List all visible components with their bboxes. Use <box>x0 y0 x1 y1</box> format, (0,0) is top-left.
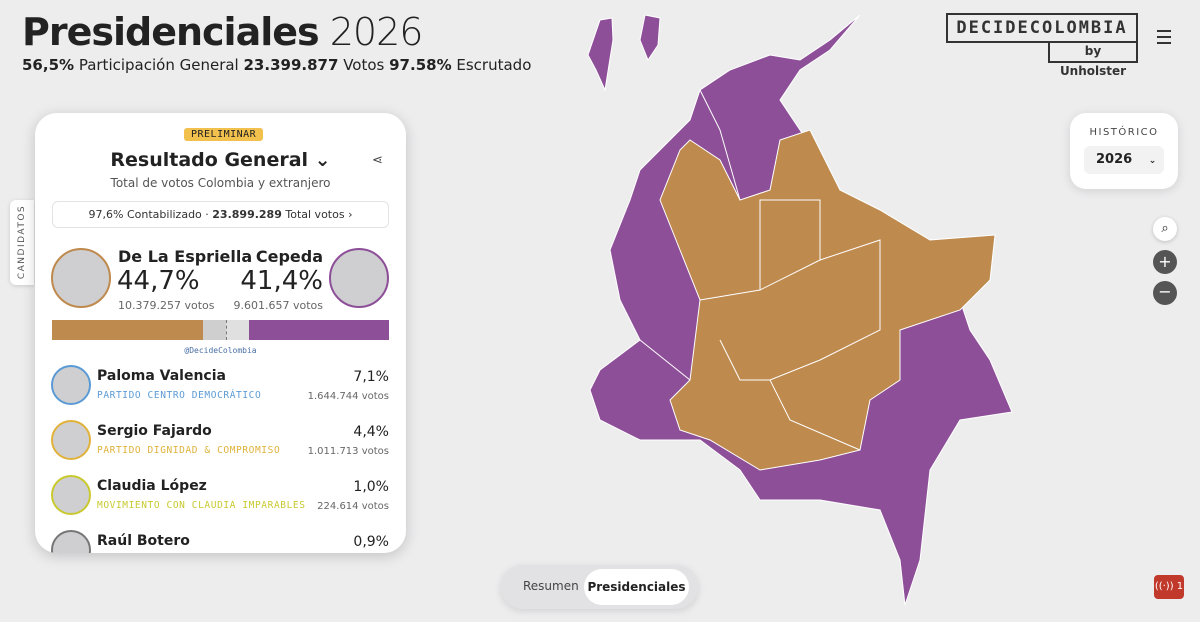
stats: 56,5% Participación General 23.399.877 V… <box>22 56 531 74</box>
bar-segment <box>52 320 203 340</box>
counted-label: Contabilizado · <box>126 208 209 221</box>
stat-value: 56,5% <box>22 56 75 74</box>
candidate-photo <box>329 248 389 308</box>
results-panel: PRELIMINAR Resultado General ⌄ ⋖ Total d… <box>35 113 406 553</box>
side-tab-label: CANDIDATOS <box>17 204 27 280</box>
leader-votes: 10.379.257 votos <box>118 299 215 312</box>
map[interactable] <box>560 0 1040 622</box>
candidate-name: Claudia López <box>97 478 207 494</box>
title: Presidenciales <box>22 10 320 54</box>
stat-value: 23.399.877 <box>243 56 339 74</box>
candidate-name: Sergio Fajardo <box>97 423 212 439</box>
bar-segment <box>249 320 389 340</box>
candidate-name: Paloma Valencia <box>97 368 226 384</box>
bar-segment <box>203 320 226 340</box>
year: 2026 <box>1096 152 1133 167</box>
tab[interactable]: Resumen <box>523 579 579 593</box>
stat-label: Votos <box>343 56 385 74</box>
badge: PRELIMINAR <box>184 128 264 141</box>
tab-bar: Resumen Presidenciales <box>501 565 698 609</box>
candidate-votes: 1.644.744 votos <box>307 391 389 402</box>
candidate-party: MOVIMIENTO CON CLAUDIA IMPARABLES <box>97 500 306 511</box>
candidate-share: 4,4% <box>353 424 389 440</box>
historic-box: HISTÓRICO 2026 ⌄ <box>1070 113 1178 189</box>
historic-label: HISTÓRICO <box>1089 127 1159 138</box>
candidate-photo <box>51 420 91 460</box>
region[interactable] <box>659 129 996 471</box>
panel-title[interactable]: Resultado General ⌄ <box>110 149 331 171</box>
result-bar <box>52 320 389 340</box>
tab-active[interactable]: Presidenciales <box>584 569 689 605</box>
live-badge[interactable]: ((·)) 1 <box>1154 575 1184 599</box>
credit: @DecideColombia <box>184 346 257 355</box>
year: 2026 <box>329 10 424 54</box>
title: Resultado General <box>110 149 309 171</box>
counted: 97,6% <box>88 208 124 221</box>
stat-label: Escrutado <box>456 56 532 74</box>
share-button[interactable]: ⋖ <box>372 153 383 168</box>
leader-name: De La Espriella <box>118 247 253 266</box>
live-count: 1 <box>1176 581 1184 592</box>
logo-by: by Unholster <box>1048 41 1138 78</box>
candidate-row: Sergio Fajardo PARTIDO DIGNIDAD & COMPROM… <box>51 420 391 470</box>
leader-votes: 9.601.657 votos <box>233 299 324 312</box>
candidate-photo <box>51 248 111 308</box>
stat-label: Participación General <box>78 56 239 74</box>
candidate-party: PARTIDO DIGNIDAD & COMPROMISO <box>97 445 281 456</box>
candidate-party: PARTIDO CENTRO DEMOCRÁTICO <box>97 390 262 401</box>
candidate-share: 1,0% <box>353 479 389 495</box>
candidate-row: Claudia López MOVIMIENTO CON CLAUDIA IMPA… <box>51 475 391 525</box>
year-select[interactable]: 2026 ⌄ <box>1084 146 1164 174</box>
region[interactable] <box>587 17 614 92</box>
total-label: Total votos <box>285 208 345 221</box>
candidate-votes: 1.011.713 votos <box>307 446 389 457</box>
leader-name: Cepeda <box>255 247 323 266</box>
side-tab[interactable]: CANDIDATOS <box>10 200 34 285</box>
candidate-photo <box>51 530 91 553</box>
logo[interactable]: DECIDECOLOMBIA <box>946 13 1138 43</box>
leader-share: 44,7% <box>117 266 200 296</box>
subtitle: Total de votos Colombia y extranjero <box>110 176 331 190</box>
leader-share: 41,4% <box>240 266 323 296</box>
candidate-votes: 224.614 votos <box>317 501 389 512</box>
candidate-photo <box>51 365 91 405</box>
candidate-share: 0,9% <box>353 534 389 550</box>
header-title: Presidenciales 2026 <box>22 10 424 54</box>
summary[interactable]: 97,6% Contabilizado · 23.899.289 Total v… <box>52 201 389 228</box>
menu-button[interactable] <box>1157 30 1171 44</box>
zoom-out[interactable]: − <box>1153 281 1177 305</box>
region[interactable] <box>639 14 661 62</box>
bar-segment <box>226 320 249 340</box>
candidate-name: Raúl Botero <box>97 533 190 549</box>
search-button[interactable]: ⌕ <box>1153 217 1177 241</box>
candidate-photo <box>51 475 91 515</box>
candidate-share: 7,1% <box>353 369 389 385</box>
total: 23.899.289 <box>212 208 282 221</box>
candidate-row: Raúl Botero 0,9% <box>51 530 391 553</box>
candidate-row: Paloma Valencia PARTIDO CENTRO DEMOCRÁTIC… <box>51 365 391 415</box>
stat-value: 97.58% <box>389 56 452 74</box>
zoom-in[interactable]: + <box>1153 250 1177 274</box>
